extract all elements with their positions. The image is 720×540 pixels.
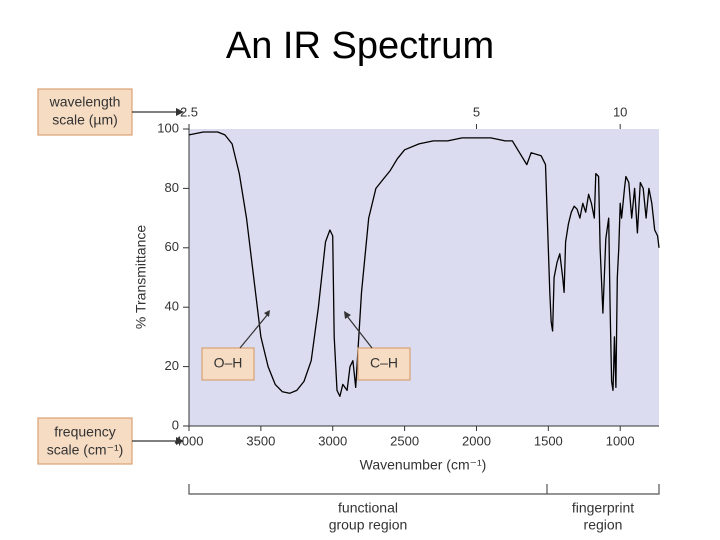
x-tick-label: 2500 xyxy=(390,433,419,448)
x-tick-label: 3000 xyxy=(318,433,347,448)
ch-box xyxy=(357,347,411,381)
oh-box xyxy=(201,347,255,381)
wavelength-box xyxy=(37,88,133,136)
y-tick-label: 80 xyxy=(165,180,179,195)
y-tick-label: 60 xyxy=(165,239,179,254)
x-tick-label: 4000 xyxy=(175,433,204,448)
region-label: region xyxy=(584,517,623,533)
x-tick-label: 1500 xyxy=(534,433,563,448)
x-tick-label: 2000 xyxy=(462,433,491,448)
top-tick-label: 2.5 xyxy=(180,104,198,119)
region-bracket xyxy=(188,484,660,495)
region-label: functional xyxy=(338,500,398,516)
ch-callout: C–H xyxy=(370,355,398,371)
frequency-box xyxy=(37,417,133,465)
plot-background xyxy=(189,129,659,426)
wavelength-callout: scale (µm) xyxy=(52,112,118,128)
y-tick-label: 100 xyxy=(157,120,179,135)
arrow-head xyxy=(264,310,270,317)
plot: 0 20 40 60 80 100 4000 3500 3000 2500 2000 1500 1000… xyxy=(157,104,660,448)
arrow-head xyxy=(344,311,351,319)
y-axis-label: % Transmittance xyxy=(133,225,149,329)
y-tick-label: 0 xyxy=(172,417,179,432)
spectrum-line xyxy=(188,131,660,397)
region-label: fingerprint xyxy=(572,500,634,516)
slide-title: An IR Spectrum xyxy=(226,25,494,67)
x-tick-label: 1000 xyxy=(606,433,635,448)
arrow-head xyxy=(176,108,184,116)
region-label: group region xyxy=(329,517,408,533)
frequency-callout: scale (cm⁻¹) xyxy=(47,442,124,458)
oh-callout: O–H xyxy=(214,355,243,371)
top-tick-label: 5 xyxy=(473,104,480,119)
wavelength-callout: wavelength xyxy=(49,94,121,110)
x-axis-label: Wavenumber (cm⁻¹) xyxy=(360,457,487,473)
frequency-callout: frequency xyxy=(54,424,115,440)
arrow-head xyxy=(176,437,184,445)
top-tick-label: 10 xyxy=(613,104,627,119)
arrow xyxy=(346,315,373,349)
arrow xyxy=(239,313,269,349)
y-tick-label: 20 xyxy=(165,358,179,373)
y-tick-label: 40 xyxy=(165,299,179,314)
x-tick-label: 3500 xyxy=(246,433,275,448)
